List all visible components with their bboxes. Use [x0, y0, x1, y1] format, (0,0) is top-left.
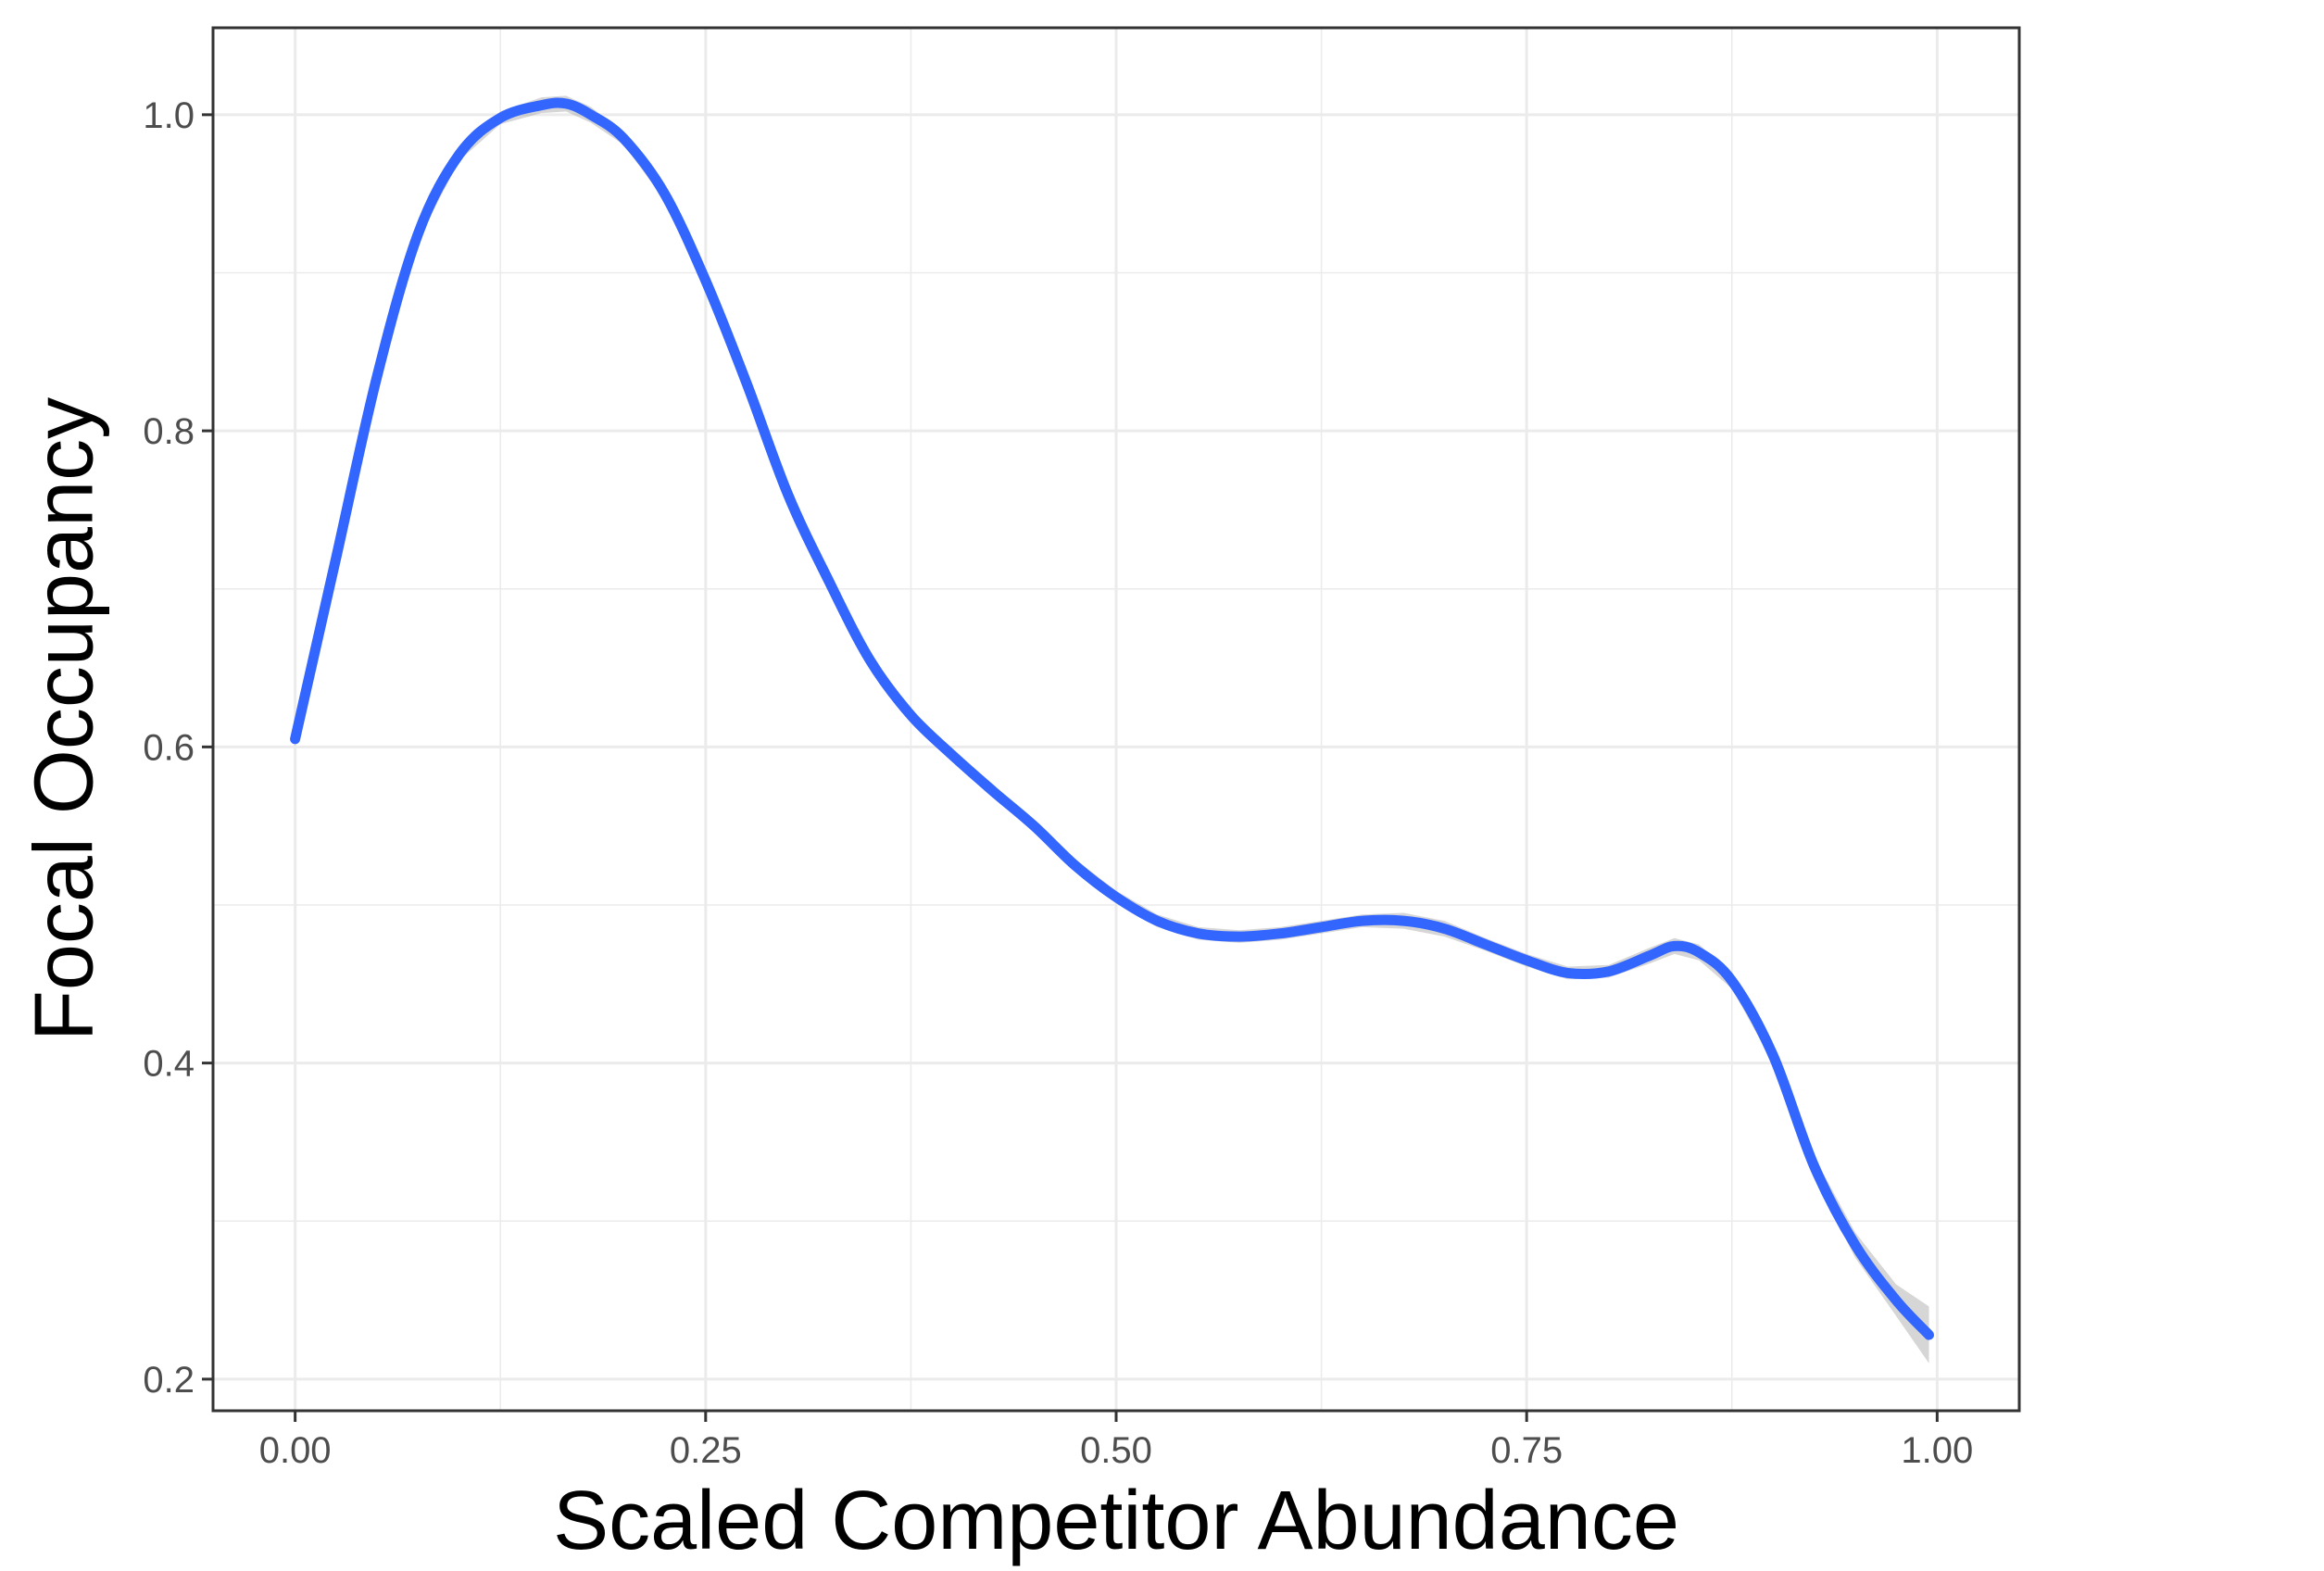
series-line — [290, 97, 1934, 1340]
y-tick-label: 0.2 — [143, 1360, 195, 1401]
x-tick-label: 0.25 — [670, 1430, 742, 1471]
y-axis-title: Focal Occupancy — [19, 397, 111, 1041]
y-tick-label: 0.6 — [143, 727, 195, 768]
x-axis-ticks: 0.00 0.25 0.50 0.75 1.00 — [259, 1411, 1973, 1471]
x-tick-label: 1.00 — [1901, 1430, 1973, 1471]
y-tick-label: 1.0 — [143, 95, 195, 136]
y-tick-label: 0.8 — [143, 411, 195, 452]
confidence-ribbon — [295, 95, 1929, 1364]
x-tick-label: 0.75 — [1490, 1430, 1563, 1471]
major-gridlines — [213, 28, 2019, 1411]
x-tick-label: 0.00 — [259, 1430, 332, 1471]
y-tick-label: 0.4 — [143, 1044, 195, 1085]
x-axis-title: Scaled Competitor Abundance — [553, 1475, 1679, 1567]
y-axis-ticks: 0.2 0.4 0.6 0.8 1.0 — [143, 95, 213, 1401]
x-tick-label: 0.50 — [1080, 1430, 1152, 1471]
